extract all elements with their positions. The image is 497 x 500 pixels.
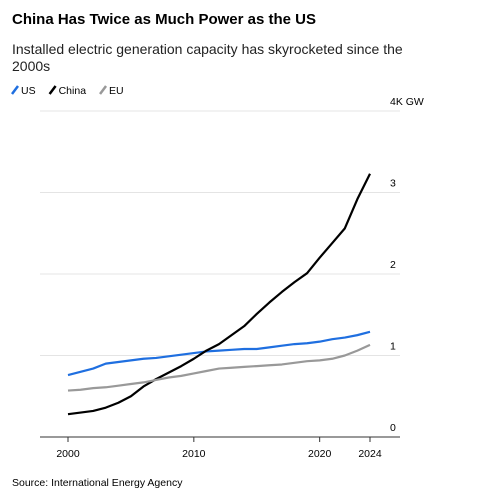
y-tick-label: 4K GW (390, 96, 424, 108)
y-tick-label: 0 (390, 422, 396, 434)
x-tick-label: 2010 (182, 448, 206, 460)
legend-label: China (59, 85, 87, 97)
chart-title: China Has Twice as Much Power as the US (12, 11, 316, 28)
series-line (67, 343, 371, 392)
chart-subtitle: Installed electric generation capacity h… (12, 41, 403, 57)
y-tick-label: 2 (390, 259, 396, 271)
series-line (67, 330, 371, 377)
chart-subtitle: 2000s (12, 58, 50, 74)
source-note: Source: International Energy Agency (12, 477, 183, 489)
legend-swatch (11, 85, 19, 95)
legend-swatch (99, 85, 108, 95)
x-tick-label: 2024 (358, 448, 382, 460)
y-tick-label: 3 (390, 178, 396, 190)
legend-label: US (21, 85, 36, 97)
x-tick-label: 2000 (56, 448, 80, 460)
legend-swatch (48, 85, 57, 95)
legend-label: EU (109, 85, 124, 97)
y-tick-label: 1 (390, 341, 396, 353)
x-tick-label: 2020 (308, 448, 332, 460)
series-line (67, 173, 371, 416)
